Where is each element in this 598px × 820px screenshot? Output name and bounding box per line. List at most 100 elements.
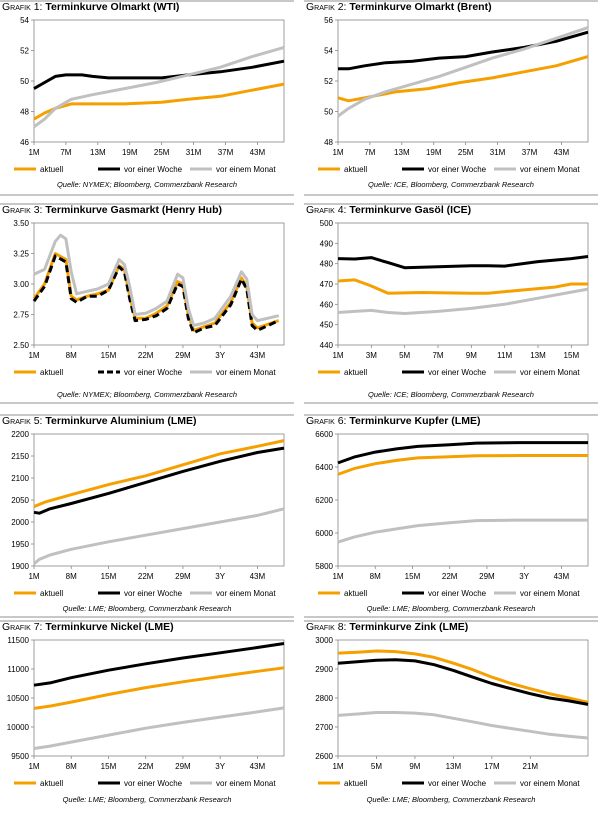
panel-header [0, 203, 294, 219]
y-tick-label: 3000 [315, 636, 333, 645]
x-tick-label: 29M [175, 351, 191, 360]
chart-title-text: Terminkurve Kupfer (LME) [349, 415, 481, 427]
chart-title: Grafik 8: Terminkurve Zink (LME) [306, 621, 468, 633]
chart-title-text: Terminkurve Aluminium (LME) [45, 415, 197, 427]
x-tick-label: 9M [466, 351, 477, 360]
x-tick-label: 7M [432, 351, 443, 360]
x-tick-label: 8M [370, 572, 381, 581]
legend-label: vor einer Woche [124, 165, 183, 174]
chart-title: Grafik 5: Terminkurve Aluminium (LME) [2, 415, 197, 427]
legend-label: vor einer Woche [428, 589, 487, 598]
y-tick-label: 10000 [7, 723, 30, 732]
legend-label: vor einer Woche [124, 779, 183, 788]
y-tick-label: 50 [324, 108, 333, 117]
x-tick-label: 5M [399, 351, 410, 360]
chart-panel-4: Grafik 4: Terminkurve Gasöl (ICE) 440 450… [304, 203, 598, 404]
chart-title-text: Terminkurve Gasöl (ICE) [349, 204, 472, 216]
legend-label: vor einer Woche [124, 368, 183, 377]
x-tick-label: 43M [554, 572, 570, 581]
legend-label: vor einer Woche [428, 779, 487, 788]
y-tick-label: 48 [324, 138, 333, 147]
series-line [33, 666, 285, 710]
y-tick-label: 6200 [315, 496, 333, 505]
x-tick-label: 29M [175, 572, 191, 581]
chart-source: Quelle: NYMEX; Bloomberg, Commerzbank Re… [56, 180, 238, 189]
x-tick-label: 19M [122, 148, 138, 157]
x-tick-label: 8M [66, 572, 77, 581]
chart-title: Grafik 6: Terminkurve Kupfer (LME) [306, 415, 480, 427]
x-tick-label: 43M [250, 351, 266, 360]
chart-source: Quelle: ICE, Bloomberg, Commerzbank Rese… [368, 180, 534, 189]
series-line [337, 287, 589, 315]
x-tick-label: 43M [554, 148, 570, 157]
y-tick-label: 46 [20, 138, 29, 147]
legend-label: vor einem Monat [520, 165, 580, 174]
x-tick-label: 1M [332, 572, 343, 581]
chart-panel-1: Grafik 1: Terminkurve Olmarkt (WTI) 46 48… [0, 0, 294, 200]
x-tick-label: 22M [138, 762, 154, 771]
chart-svg: 440 450 460 470 480 490 500 1M 3M 5M 7M 9M 11M 13M 15M… [318, 219, 589, 377]
legend-label: vor einer Woche [428, 368, 487, 377]
series-line [337, 278, 588, 295]
y-tick-label: 2100 [11, 474, 29, 483]
series-line [33, 446, 285, 515]
x-tick-label: 31M [186, 148, 202, 157]
y-tick-label: 470 [320, 280, 334, 289]
y-tick-label: 2000 [11, 518, 29, 527]
x-tick-label: 1M [28, 762, 39, 771]
legend-label: aktuell [40, 589, 63, 598]
y-tick-label: 2.50 [13, 341, 29, 350]
y-tick-label: 2.75 [13, 311, 29, 320]
x-tick-label: 3Y [215, 762, 225, 771]
chart-prefix: Grafik 4: [306, 204, 347, 216]
legend-label: aktuell [344, 779, 367, 788]
y-tick-label: 1900 [11, 562, 29, 571]
x-tick-label: 15M [101, 351, 117, 360]
series-line [337, 55, 589, 103]
chart-title: Grafik 4: Terminkurve Gasöl (ICE) [306, 204, 471, 216]
x-tick-label: 1M [332, 762, 343, 771]
y-tick-label: 1950 [11, 540, 29, 549]
chart-svg: 5800 6000 6200 6400 6600 1M 8M 15M 22M 29M 3Y 43M ak… [315, 430, 589, 598]
x-tick-label: 1M [332, 148, 343, 157]
y-tick-label: 3.25 [13, 250, 29, 259]
chart-source: Quelle: ICE; Bloomberg, Commerzbank Rese… [368, 390, 534, 399]
chart-title-text: Terminkurve Olmarkt (WTI) [45, 1, 180, 13]
series-line [337, 649, 589, 704]
panel-header [0, 0, 294, 16]
x-tick-label: 15M [101, 762, 117, 771]
y-tick-label: 54 [20, 16, 29, 25]
panel-rule [0, 194, 294, 196]
legend-label: aktuell [40, 165, 63, 174]
legend-label: aktuell [40, 368, 63, 377]
chart-prefix: Grafik 1: [2, 1, 43, 13]
chart-prefix: Grafik 8: [306, 621, 347, 633]
chart-panel-5: Grafik 5: Terminkurve Aluminium (LME) 19… [0, 414, 294, 618]
y-tick-label: 6000 [315, 529, 333, 538]
plot-frame [33, 639, 285, 757]
series-line [337, 255, 589, 270]
x-tick-label: 13M [446, 762, 462, 771]
legend-label: aktuell [40, 779, 63, 788]
chart-panel-2: Grafik 2: Terminkurve Olmarkt (Brent) 48… [304, 0, 598, 200]
x-tick-label: 37M [522, 148, 538, 157]
y-tick-label: 52 [324, 77, 333, 86]
chart-source: Quelle: LME; Bloomberg, Commerzbank Rese… [366, 795, 536, 804]
chart-source: Quelle: LME; Bloomberg, Commerzbank Rese… [62, 604, 232, 613]
chart-title: Grafik 1: Terminkurve Olmarkt (WTI) [2, 1, 179, 13]
x-tick-label: 25M [458, 148, 474, 157]
legend-label: vor einem Monat [216, 589, 276, 598]
y-tick-label: 54 [324, 47, 333, 56]
panel-header [304, 414, 598, 430]
chart-prefix: Grafik 6: [306, 415, 347, 427]
panel-rule [0, 616, 294, 618]
panel-header [304, 203, 598, 219]
plot-frame [337, 433, 589, 567]
x-tick-label: 43M [250, 762, 266, 771]
legend-label: vor einem Monat [520, 589, 580, 598]
series-line [337, 454, 588, 476]
legend-label: vor einer Woche [428, 165, 487, 174]
panel-rule [0, 402, 294, 404]
plot-frame [337, 222, 589, 346]
y-tick-label: 3.50 [13, 219, 29, 228]
